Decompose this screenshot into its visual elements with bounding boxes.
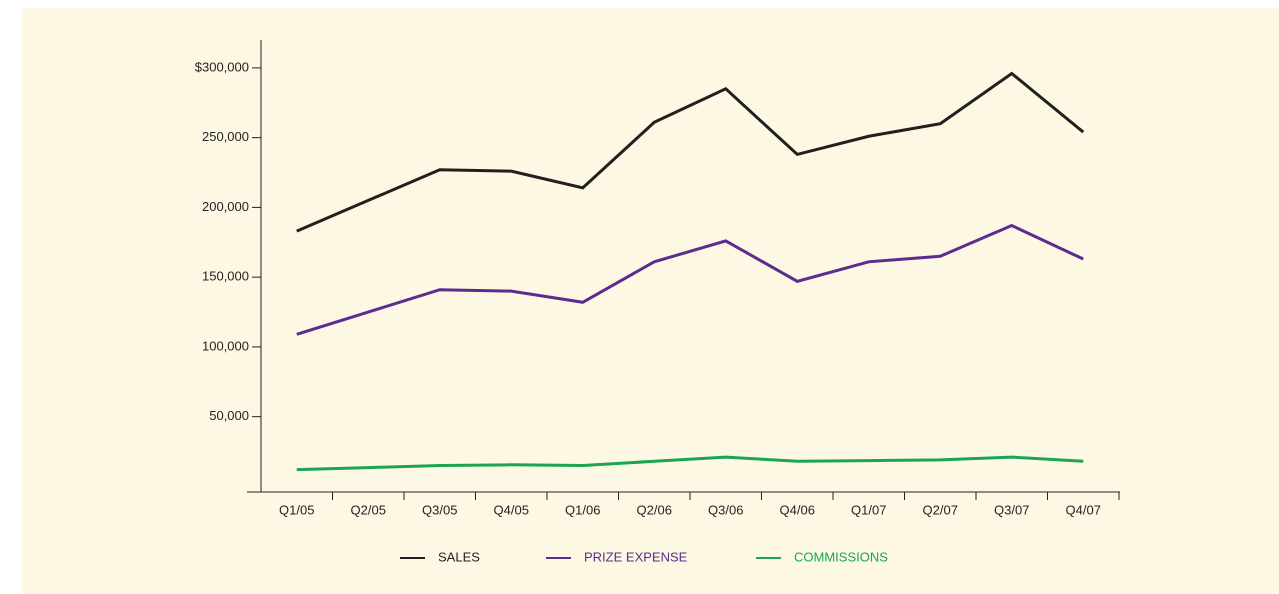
series-line	[296, 223, 1084, 336]
y-tick-label: 50,000	[209, 408, 249, 423]
x-tick-label: Q4/07	[1066, 502, 1101, 517]
y-tick-label: 250,000	[202, 129, 249, 144]
x-tick-label: Q3/05	[422, 502, 457, 517]
y-tick-label: 100,000	[202, 338, 249, 353]
y-tick-label: 150,000	[202, 269, 249, 284]
x-tick-label: Q3/06	[708, 502, 743, 517]
y-tick-label: 200,000	[202, 199, 249, 214]
x-tick-label: Q1/06	[565, 502, 600, 517]
x-tick-label: Q2/07	[923, 502, 958, 517]
x-tick-label: Q4/06	[780, 502, 815, 517]
legend-label: COMMISSIONS	[794, 549, 888, 564]
x-tick-label: Q4/05	[494, 502, 529, 517]
legend-label: SALES	[438, 549, 480, 564]
x-tick-label: Q1/05	[279, 502, 314, 517]
x-tick-label: Q3/07	[994, 502, 1029, 517]
panel-background	[22, 8, 1279, 594]
y-tick-label: $300,000	[195, 59, 249, 74]
x-tick-label: Q2/05	[351, 502, 386, 517]
legend-label: PRIZE EXPENSE	[584, 549, 688, 564]
series-line	[296, 71, 1085, 233]
x-tick-label: Q2/06	[637, 502, 672, 517]
x-tick-label: Q1/07	[851, 502, 886, 517]
series-line	[296, 455, 1084, 472]
